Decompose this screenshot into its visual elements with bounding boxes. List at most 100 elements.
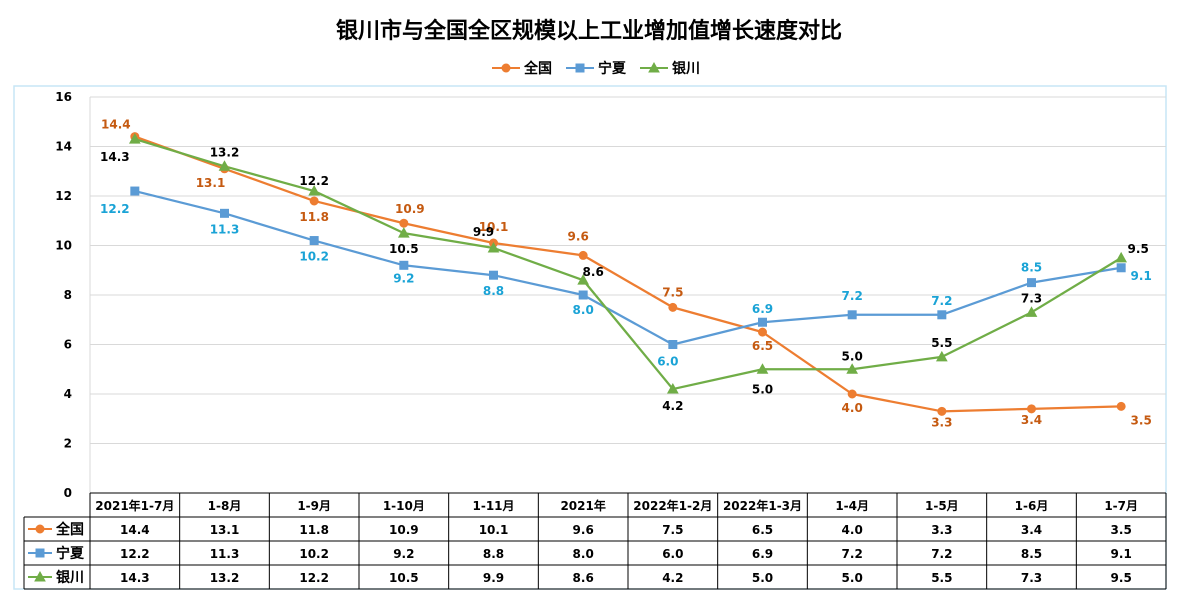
legend-entry-0: 全国 — [523, 60, 552, 77]
data-point-2-4 — [487, 241, 500, 253]
table-series-name-0: 全国 — [55, 521, 84, 538]
data-label-2-4: 9.9 — [473, 225, 494, 239]
data-point-1-11 — [1116, 263, 1126, 273]
y-axis: 0 2 4 6 8 10 12 14 16 — [55, 90, 91, 500]
data-point-0-5 — [578, 250, 588, 260]
data-point-2-5 — [577, 274, 590, 285]
data-point-0-8 — [847, 389, 857, 399]
table-cell-0-1: 13.1 — [210, 523, 240, 537]
table-cell-2-8: 5.0 — [842, 571, 863, 585]
category-label: 2022年1-2月 — [633, 498, 712, 513]
data-label-2-8: 5.0 — [842, 349, 863, 363]
table-cell-2-7: 5.0 — [752, 571, 773, 585]
table-cell-2-4: 9.9 — [483, 571, 504, 585]
y-tick-label: 4 — [64, 387, 72, 401]
table-cell-1-2: 10.2 — [299, 547, 329, 561]
category-label: 2021年1-7月 — [95, 498, 174, 513]
table-cell-2-11: 9.5 — [1111, 571, 1132, 585]
table-cell-0-6: 7.5 — [662, 523, 683, 537]
table-cell-2-2: 12.2 — [299, 571, 329, 585]
table-cell-0-0: 14.4 — [120, 523, 150, 537]
data-label-2-3: 10.5 — [389, 242, 419, 256]
table-cell-1-3: 9.2 — [393, 547, 414, 561]
data-label-0-1: 13.1 — [196, 176, 226, 190]
data-point-2-2 — [308, 185, 321, 196]
data-label-0-4: 10.1 — [479, 220, 509, 234]
table-cell-2-1: 13.2 — [210, 571, 240, 585]
data-point-0-9 — [937, 406, 947, 416]
data-point-2-0 — [128, 133, 141, 144]
data-label-1-8: 7.2 — [842, 289, 863, 303]
series-line-1 — [134, 189, 1122, 346]
table-cell-1-8: 7.2 — [842, 547, 863, 561]
data-label-0-0: 14.4 — [101, 118, 131, 132]
data-point-0-6 — [668, 302, 678, 312]
data-point-1-10 — [1027, 278, 1036, 288]
data-label-0-9: 3.3 — [931, 415, 952, 429]
data-label-0-6: 7.5 — [662, 285, 683, 299]
table-cell-2-9: 5.5 — [931, 571, 952, 585]
table-legend-marker-0 — [35, 524, 45, 534]
y-tick-label: 10 — [55, 239, 72, 253]
table-series-name-1: 宁夏 — [56, 545, 85, 562]
data-point-0-2 — [309, 196, 319, 206]
y-tick-label: 16 — [55, 90, 72, 104]
chart-frame — [13, 85, 1167, 590]
gridlines — [90, 96, 1166, 444]
data-label-0-11: 3.5 — [1131, 413, 1152, 427]
data-label-0-3: 10.9 — [395, 202, 425, 216]
table-cell-1-0: 12.2 — [120, 547, 150, 561]
table-legend-marker-1 — [35, 548, 45, 558]
category-label: 2022年1-3月 — [723, 498, 802, 513]
data-label-2-10: 7.3 — [1021, 291, 1042, 305]
data-point-2-8 — [846, 363, 859, 374]
table-cell-0-11: 3.5 — [1111, 523, 1132, 537]
table-series-name-2: 银川 — [56, 569, 84, 586]
data-point-1-6 — [668, 340, 678, 349]
legend-entry-1: 宁夏 — [598, 60, 627, 77]
category-label: 1-7月 — [1104, 499, 1138, 513]
y-tick-label: 6 — [64, 338, 72, 352]
table-cell-1-5: 8.0 — [573, 547, 594, 561]
table-cell-0-3: 10.9 — [389, 523, 419, 537]
data-label-2-11: 9.5 — [1128, 242, 1149, 256]
category-label: 1-4月 — [835, 499, 869, 513]
y-tick-label: 0 — [64, 486, 72, 500]
table-cell-0-8: 4.0 — [842, 523, 863, 537]
data-label-1-7: 6.9 — [752, 302, 773, 316]
data-label-1-6: 6.0 — [657, 355, 678, 369]
legend: 全国 宁夏 银川 — [492, 60, 700, 77]
data-point-2-9 — [935, 350, 948, 362]
table-cell-0-10: 3.4 — [1021, 523, 1042, 537]
data-label-2-2: 12.2 — [299, 174, 329, 188]
data-point-1-4 — [489, 270, 498, 280]
category-label: 1-8月 — [208, 499, 242, 513]
data-label-2-7: 5.0 — [752, 382, 773, 396]
data-label-2-6: 4.2 — [662, 399, 683, 413]
series-line-0 — [134, 135, 1122, 413]
data-point-2-3 — [397, 227, 410, 238]
category-label: 2021年 — [560, 498, 605, 513]
data-point-2-7 — [756, 363, 769, 374]
data-label-2-5: 8.6 — [583, 265, 604, 279]
data-labels: 14.4 13.1 11.8 10.9 10.1 9.6 7.5 6.5 4.0 3.3 3.4 3.… — [100, 118, 1152, 430]
table-cell-2-10: 7.3 — [1021, 571, 1042, 585]
data-point-2-10 — [1025, 306, 1038, 317]
data-point-1-2 — [309, 236, 319, 246]
legend-marker-0 — [501, 63, 511, 73]
table-cell-2-6: 4.2 — [662, 571, 683, 585]
data-label-1-0: 12.2 — [100, 202, 130, 216]
data-point-0-3 — [399, 218, 409, 228]
data-point-1-5 — [578, 290, 588, 300]
y-tick-label: 8 — [64, 288, 72, 302]
data-point-0-11 — [1116, 401, 1126, 411]
data-label-0-5: 9.6 — [568, 229, 589, 243]
data-point-1-1 — [220, 208, 229, 218]
data-point-1-8 — [847, 310, 857, 320]
data-label-1-11: 9.1 — [1131, 269, 1152, 283]
category-label: 1-6月 — [1015, 499, 1049, 513]
data-point-1-7 — [758, 317, 767, 327]
data-label-0-2: 11.8 — [299, 210, 329, 224]
